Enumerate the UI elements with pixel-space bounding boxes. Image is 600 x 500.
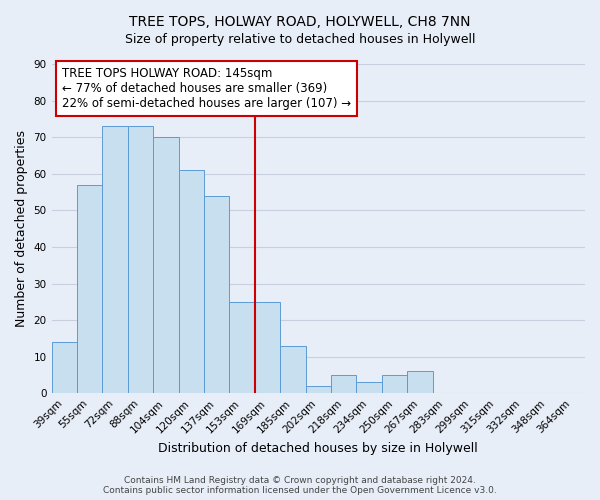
Bar — [255, 302, 280, 394]
Bar — [52, 342, 77, 394]
Bar — [382, 375, 407, 394]
Bar — [280, 346, 305, 394]
Bar — [204, 196, 229, 394]
X-axis label: Distribution of detached houses by size in Holywell: Distribution of detached houses by size … — [158, 442, 478, 455]
Y-axis label: Number of detached properties: Number of detached properties — [15, 130, 28, 327]
Text: TREE TOPS HOLWAY ROAD: 145sqm
← 77% of detached houses are smaller (369)
22% of : TREE TOPS HOLWAY ROAD: 145sqm ← 77% of d… — [62, 68, 352, 110]
Text: TREE TOPS, HOLWAY ROAD, HOLYWELL, CH8 7NN: TREE TOPS, HOLWAY ROAD, HOLYWELL, CH8 7N… — [129, 15, 471, 29]
Bar — [305, 386, 331, 394]
Text: Size of property relative to detached houses in Holywell: Size of property relative to detached ho… — [125, 32, 475, 46]
Bar — [128, 126, 153, 394]
Bar — [229, 302, 255, 394]
Bar — [77, 185, 103, 394]
Bar — [103, 126, 128, 394]
Bar — [179, 170, 204, 394]
Bar — [356, 382, 382, 394]
Bar — [331, 375, 356, 394]
Text: Contains HM Land Registry data © Crown copyright and database right 2024.
Contai: Contains HM Land Registry data © Crown c… — [103, 476, 497, 495]
Bar — [153, 137, 179, 394]
Bar — [407, 372, 433, 394]
